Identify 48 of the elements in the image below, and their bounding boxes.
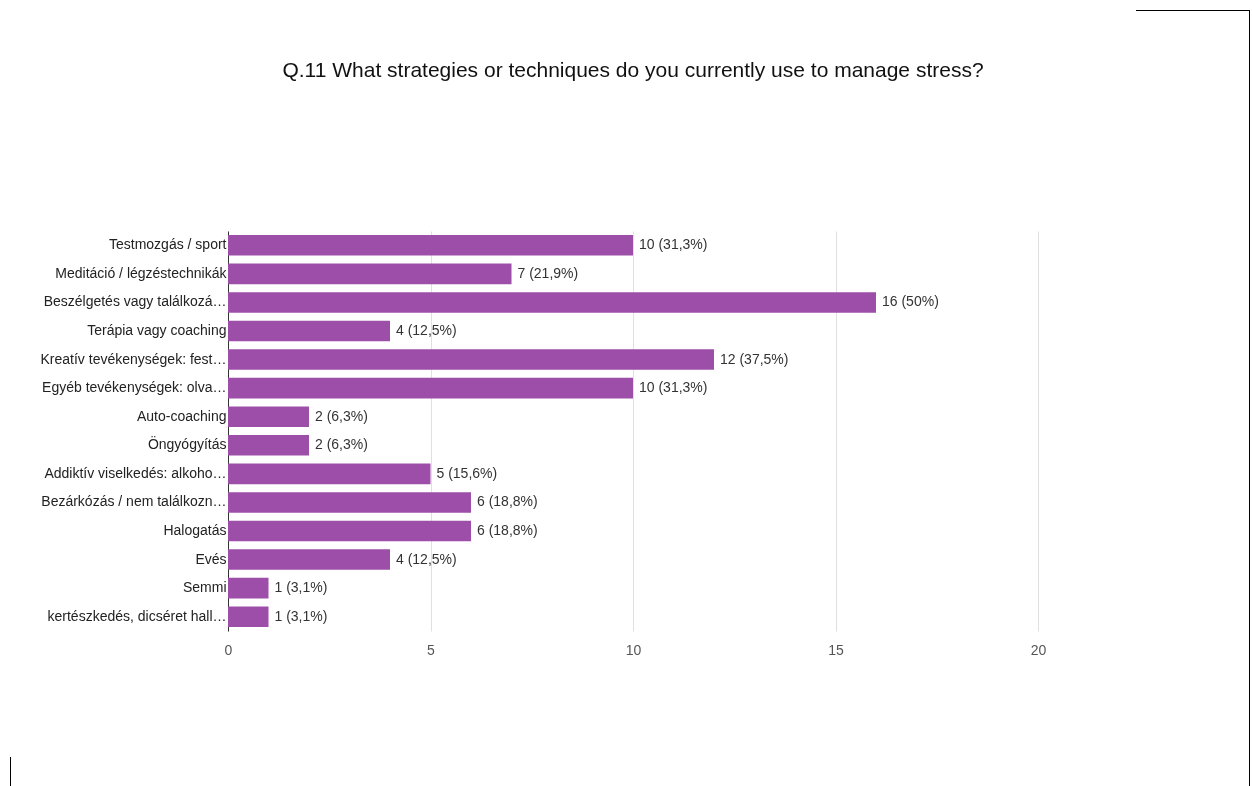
data-label: 5 (15,6%) <box>436 464 498 481</box>
y-tick-label: Testmozgás / sport <box>109 236 227 253</box>
bar <box>228 492 471 513</box>
bar <box>228 435 309 456</box>
y-tick-label: Kreatív tevékenységek: fest… <box>40 350 227 367</box>
bar <box>228 549 390 570</box>
bar <box>228 235 633 256</box>
y-tick-label: Bezárkózás / nem találkozn… <box>41 493 227 510</box>
bar <box>228 577 269 599</box>
bar <box>228 520 471 542</box>
data-label: 2 (6,3%) <box>315 407 368 424</box>
y-tick-label: Evés <box>195 550 227 567</box>
data-label: 1 (3,1%) <box>274 579 328 596</box>
bar <box>228 349 714 370</box>
x-tick-label: 15 <box>828 641 844 658</box>
bar <box>228 377 633 399</box>
x-tick-label: 20 <box>1030 641 1047 658</box>
bar <box>228 263 512 285</box>
bar <box>228 606 269 627</box>
data-label: 6 (18,8%) <box>477 522 538 538</box>
y-tick-label: Semmi <box>182 579 227 596</box>
bar <box>228 320 390 342</box>
bar <box>228 406 309 427</box>
y-tick-label: Terápia vagy coaching <box>87 322 227 338</box>
data-label: 16 (50%) <box>882 293 939 310</box>
data-label: 7 (21,9%) <box>517 264 579 281</box>
y-tick-label: Meditáció / légzéstechnikák <box>55 264 228 281</box>
y-tick-label: kertészkedés, dicséret hall… <box>47 607 227 624</box>
data-label: 10 (31,3%) <box>639 379 708 396</box>
y-tick-label: Halogatás <box>163 522 227 538</box>
data-label: 2 (6,3%) <box>315 436 368 453</box>
x-tick-label: 0 <box>224 641 233 658</box>
bar <box>228 463 431 485</box>
data-label: 4 (12,5%) <box>396 550 457 567</box>
data-label: 4 (12,5%) <box>396 322 457 338</box>
data-label: 1 (3,1%) <box>274 607 328 624</box>
x-tick-label: 5 <box>427 641 436 658</box>
x-tick-label: 10 <box>625 641 642 658</box>
data-label: 6 (18,8%) <box>477 493 538 510</box>
chart-title: Q.11 What strategies or techniques do you currently use to manage stress? <box>282 58 984 81</box>
y-tick-label: Addiktív viselkedés: alkoho… <box>44 464 227 481</box>
y-tick-label: Auto-coaching <box>136 407 227 424</box>
y-tick-label: Beszélgetés vagy találkozá… <box>43 293 227 310</box>
data-label: 10 (31,3%) <box>639 236 708 253</box>
y-tick-label: Egyéb tevékenységek: olva… <box>42 379 227 396</box>
data-label: 12 (37,5%) <box>720 350 789 367</box>
y-tick-label: Öngyógyítás <box>147 435 227 453</box>
bar <box>228 292 876 313</box>
